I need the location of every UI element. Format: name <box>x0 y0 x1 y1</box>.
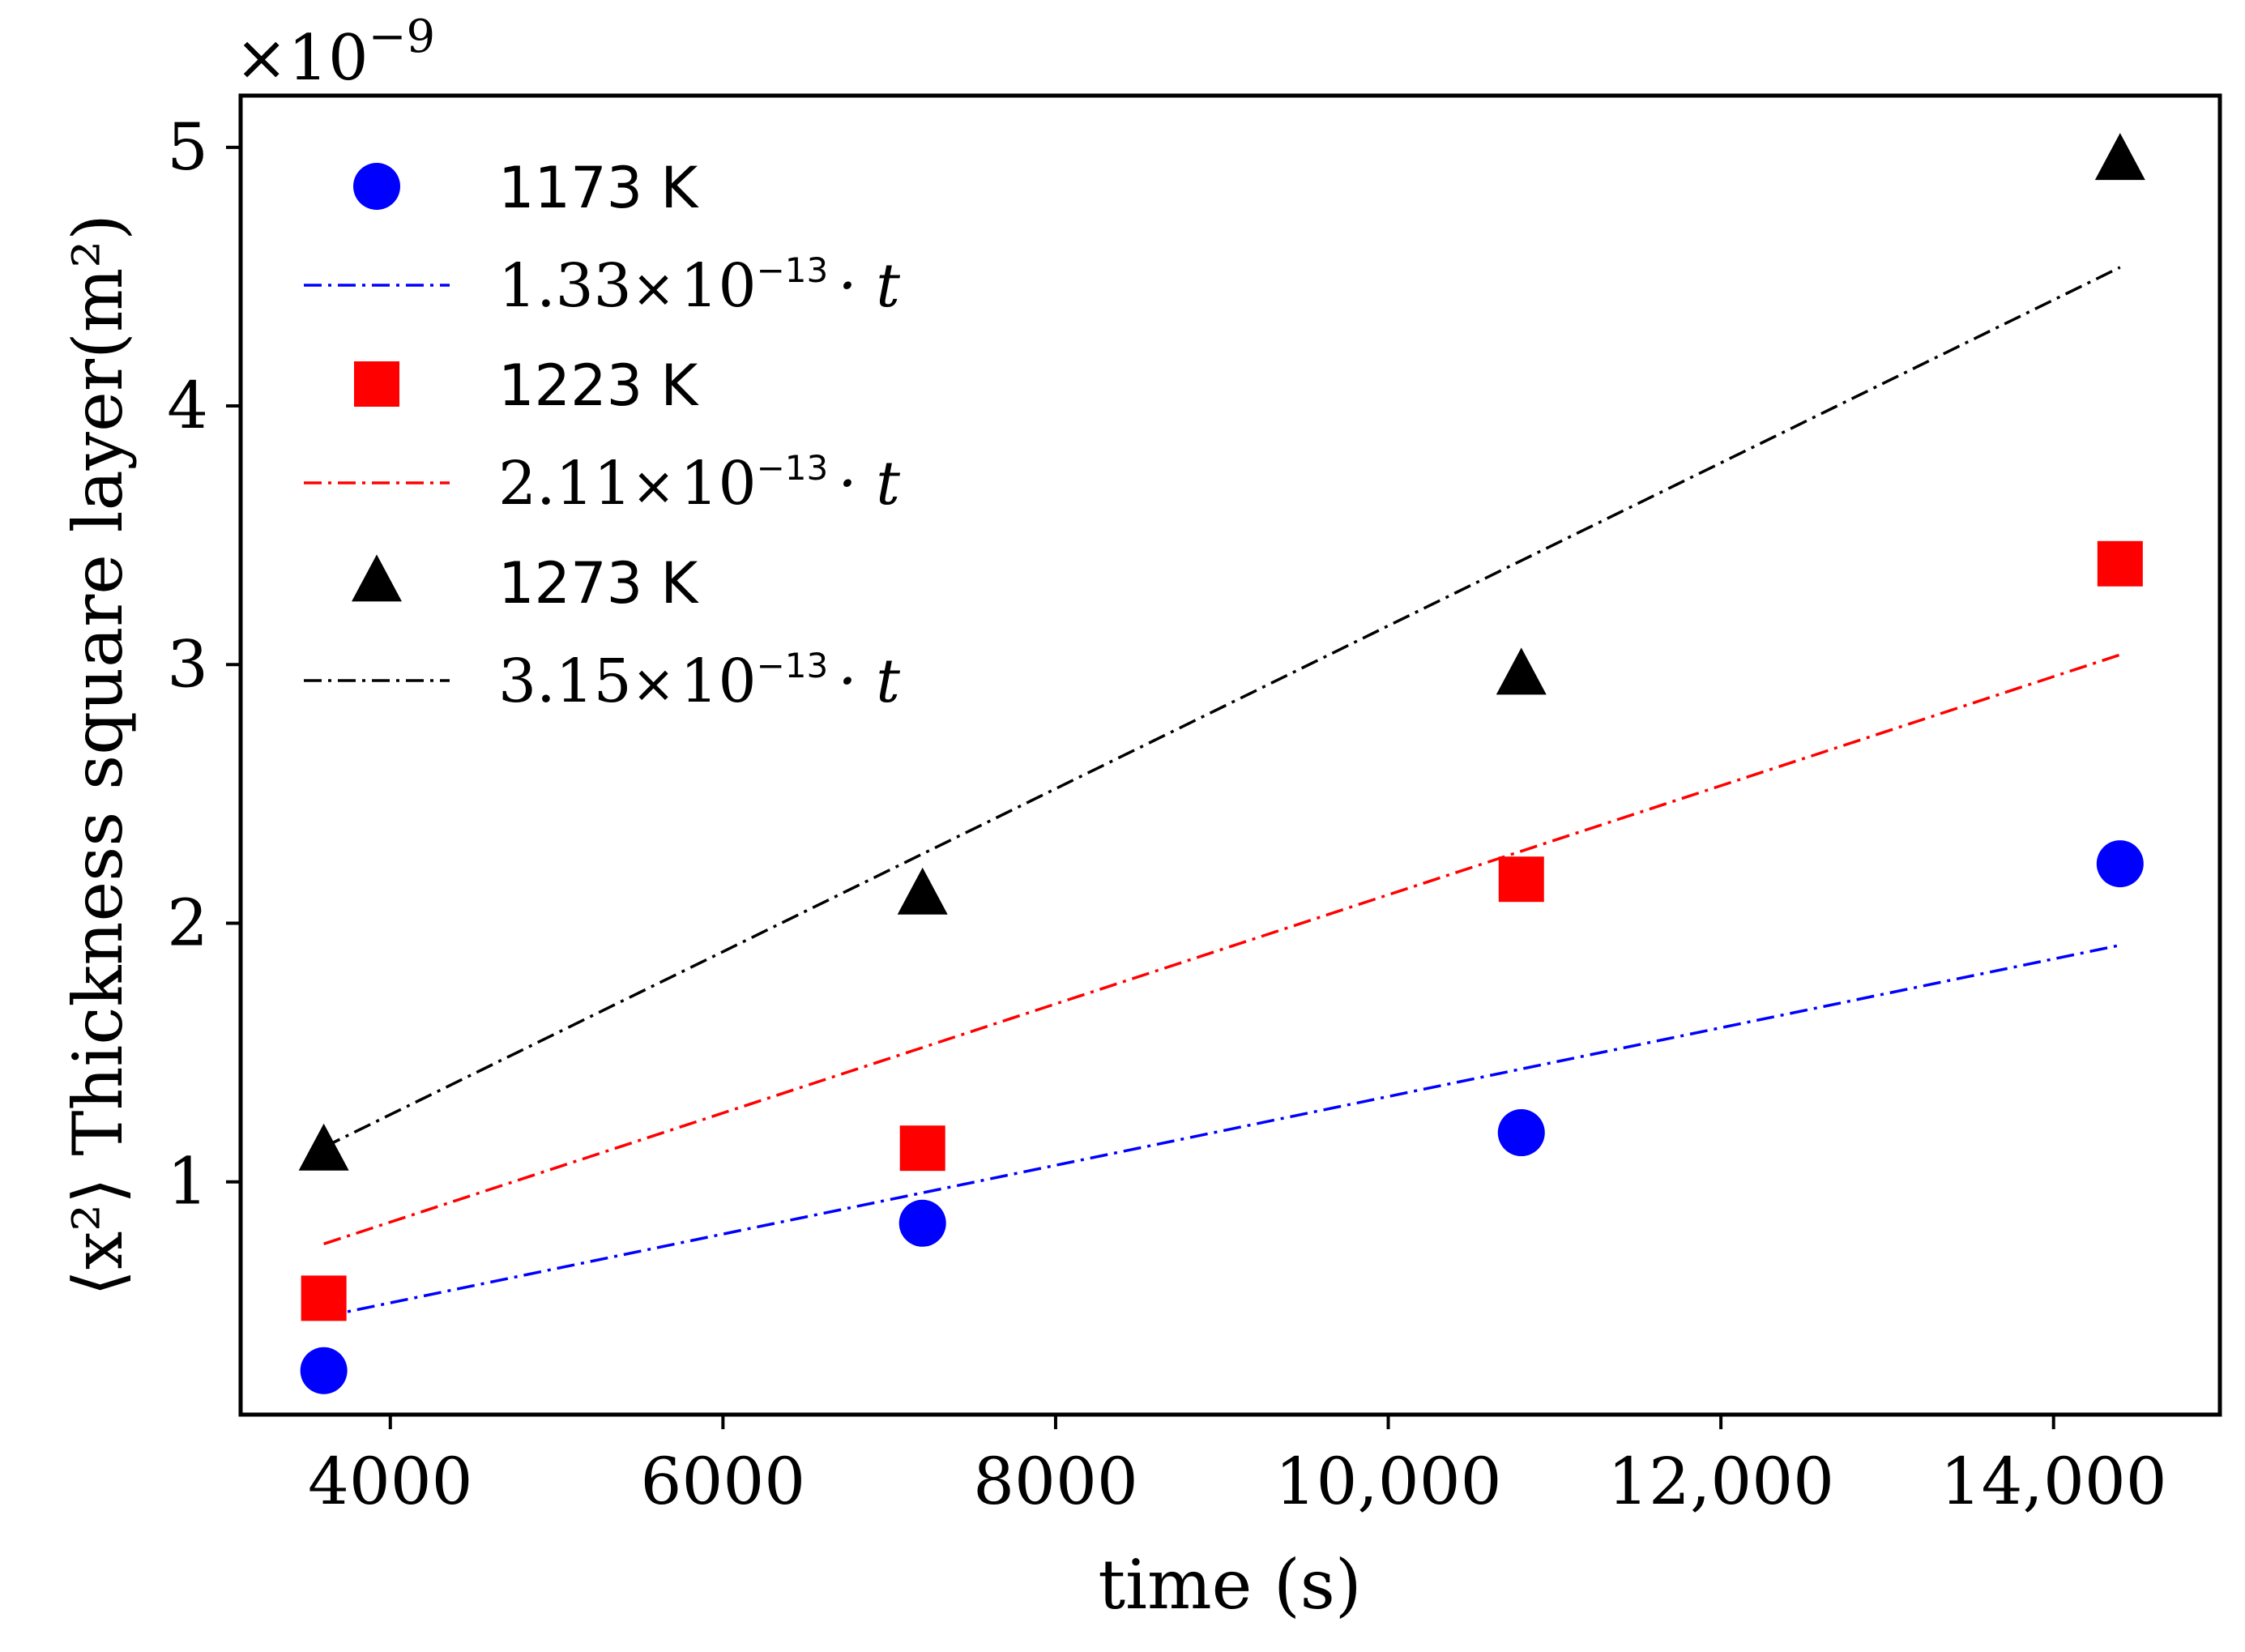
y-axis-offset-label: ×10−9 <box>235 11 435 95</box>
legend-entry: 1173 K <box>353 155 699 221</box>
x-tick-label: 8000 <box>973 1444 1138 1519</box>
y-axis-offset-base: ×10 <box>235 22 369 95</box>
data-point-triangle-0 <box>298 1123 349 1171</box>
data-point-square-1 <box>899 1125 945 1172</box>
legend-label-times: × <box>632 655 676 715</box>
legend-label-mantissa: 1.33 <box>498 251 632 321</box>
legend-label-exponent: −13 <box>757 250 829 290</box>
data-point-square-2 <box>1498 856 1544 903</box>
y-tick-label: 3 <box>167 626 208 702</box>
legend-label: 1173 K <box>498 155 699 221</box>
legend-entry: 1223 K <box>354 352 699 419</box>
x-tick-label: 6000 <box>641 1444 806 1519</box>
data-point-square-0 <box>301 1275 347 1321</box>
legend-label-times: × <box>632 457 676 517</box>
legend-label-base: 10 <box>680 449 756 519</box>
legend-label: 1273 K <box>498 550 699 617</box>
data-point-circle-0 <box>300 1347 348 1394</box>
legend-label-mantissa: 2.11 <box>498 449 632 519</box>
legend-entry: 1.33×10−13 · t <box>304 250 900 321</box>
legend-label-exponent: −13 <box>757 646 829 685</box>
legend-label: 1.33×10−13 · t <box>498 250 900 321</box>
legend-entry: 1273 K <box>352 550 699 617</box>
data-point-circle-3 <box>2096 840 2144 888</box>
legend-entry: 3.15×10−13 · t <box>304 646 900 716</box>
markers-layer <box>298 133 2145 1394</box>
legend-label-tail: · t <box>838 251 900 321</box>
data-point-triangle-2 <box>1496 647 1547 695</box>
y-tick-label: 4 <box>167 368 208 443</box>
legend-label-base: 10 <box>680 647 756 716</box>
legend-label-tail: · t <box>838 449 900 519</box>
legend-label: 3.15×10−13 · t <box>498 646 900 716</box>
fit-lines-layer <box>322 266 2121 1318</box>
y-axis-offset-exponent: −9 <box>369 11 436 63</box>
legend-entry: 2.11×10−13 · t <box>304 448 900 519</box>
x-tick-label: 10,000 <box>1275 1444 1502 1519</box>
x-tick-label: 4000 <box>308 1444 473 1519</box>
y-axis-label: ⟨x²⟩ Thickness square layer(m²) <box>58 214 138 1296</box>
legend-marker-triangle <box>352 554 402 602</box>
y-tick-label: 2 <box>167 885 208 960</box>
legend-label-exponent: −13 <box>757 448 829 488</box>
legend-marker-circle <box>353 163 400 210</box>
x-tick-label: 12,000 <box>1607 1444 1834 1519</box>
y-tick-label: 5 <box>167 109 208 185</box>
data-point-triangle-3 <box>2094 133 2145 181</box>
ticks-layer: 4000 6000 8000 10,000 12,000 14,000 1 2 3 4 5 <box>167 109 2167 1519</box>
data-point-circle-2 <box>1497 1109 1545 1157</box>
fit-line-3 <box>323 653 2121 1245</box>
legend-label-mantissa: 3.15 <box>498 647 632 716</box>
legend-label-times: × <box>632 259 676 319</box>
legend-label-base: 10 <box>680 251 756 321</box>
x-axis-label: time (s) <box>1098 1545 1361 1624</box>
legend-label: 2.11×10−13 · t <box>498 448 900 519</box>
y-tick-label: 1 <box>167 1144 208 1219</box>
data-point-square-3 <box>2097 540 2143 587</box>
x-tick-label: 14,000 <box>1940 1444 2167 1519</box>
legend-marker-square <box>354 361 399 407</box>
fit-line-5 <box>322 266 2121 1149</box>
legend-label: 1223 K <box>498 352 699 419</box>
plot-frame <box>238 93 2222 1417</box>
data-point-triangle-1 <box>897 867 948 915</box>
data-point-circle-1 <box>898 1199 946 1247</box>
legend-label-tail: · t <box>838 647 900 716</box>
